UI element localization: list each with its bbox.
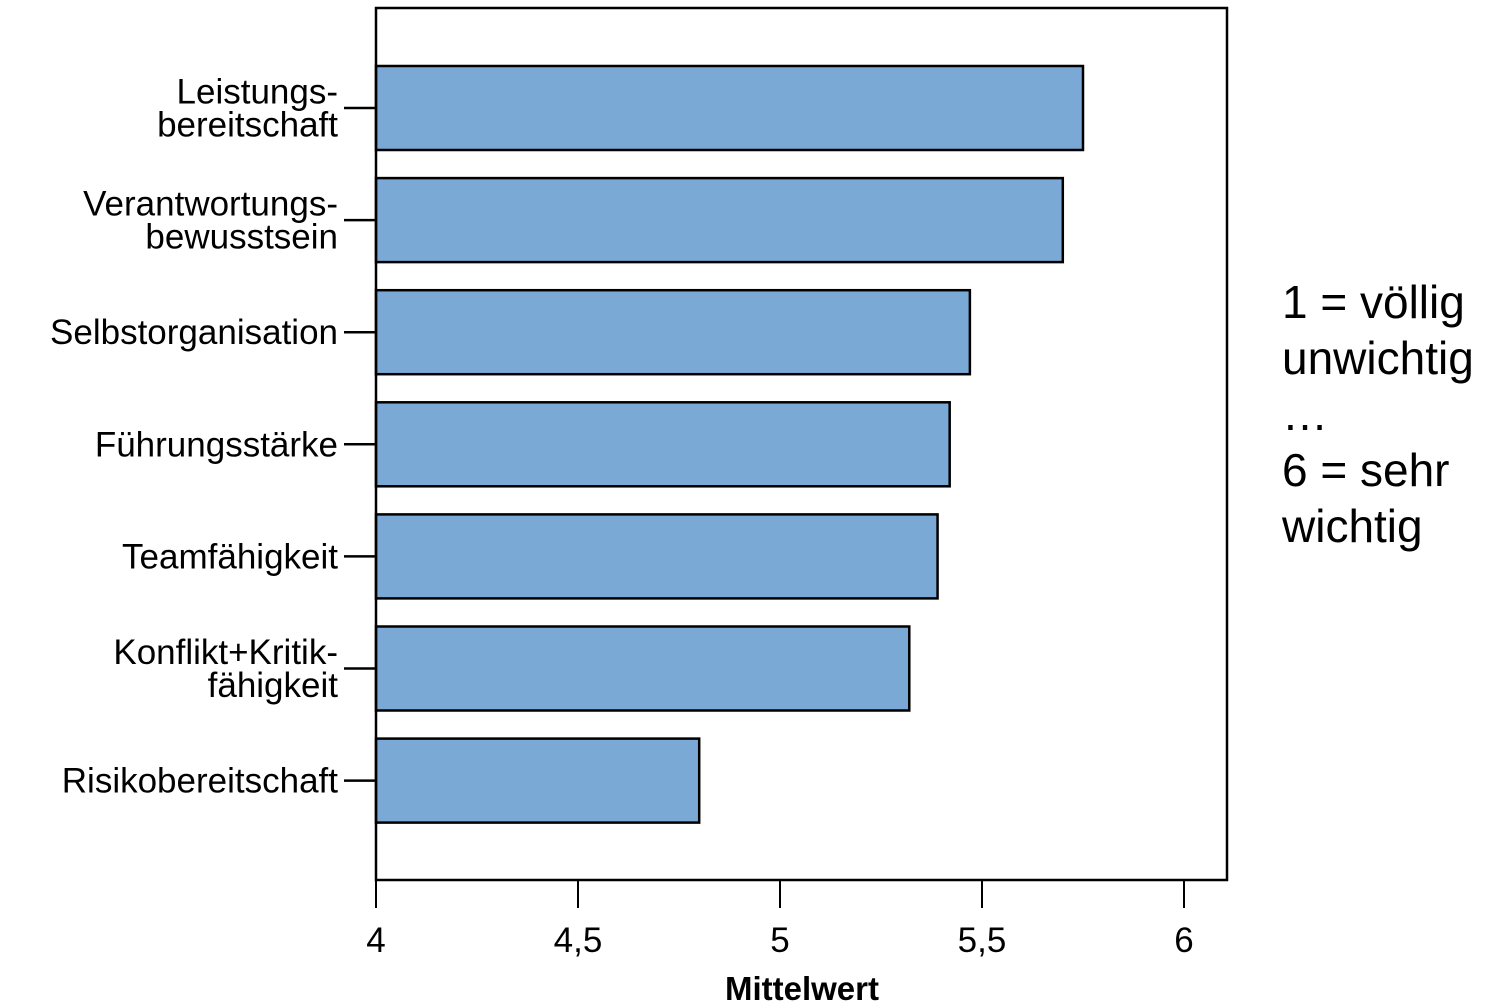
category-labels: Leistungs-bereitschaft Verantwortungs-bew… [50, 73, 376, 801]
x-tick-label: 6 [1174, 921, 1193, 960]
scale-note-line: 6 = sehr [1282, 444, 1450, 496]
category-label: bereitschaft [157, 106, 338, 145]
category-label: Risikobereitschaft [62, 762, 338, 801]
x-tick-label: 4 [366, 921, 385, 960]
scale-note-line: 1 = völlig [1282, 276, 1465, 328]
category-label: Verantwortungs- [83, 185, 338, 224]
scale-note: 1 = völlig unwichtig … 6 = sehr wichtig [1282, 274, 1510, 554]
category-label: Leistungs- [177, 73, 338, 112]
bar [374, 737, 701, 824]
category-label: Führungsstärke [95, 425, 338, 464]
bar [374, 176, 1065, 264]
category-label: Teamfähigkeit [122, 537, 338, 576]
bar [374, 625, 911, 712]
x-axis-title: Mittelwert [725, 970, 879, 1006]
bar [374, 288, 972, 376]
scale-note-line: unwichtig [1282, 332, 1474, 384]
bars-layer [374, 64, 1085, 824]
bar [374, 64, 1085, 152]
scale-note-line: wichtig [1282, 500, 1423, 552]
category-label: Selbstorganisation [50, 313, 338, 352]
category-label: fähigkeit [208, 666, 339, 705]
category-label: bewusstsein [145, 218, 338, 257]
scale-note-line: … [1282, 388, 1328, 440]
x-axis: 4 4,5 5 5,5 6 [366, 880, 1194, 960]
bar [374, 401, 951, 488]
x-tick-label: 5 [770, 921, 789, 960]
category-label: Konflikt+Kritik- [113, 633, 338, 672]
bar [374, 513, 939, 600]
plot-frame [374, 6, 1229, 882]
x-tick-label: 4,5 [554, 921, 603, 960]
x-tick-label: 5,5 [958, 921, 1007, 960]
